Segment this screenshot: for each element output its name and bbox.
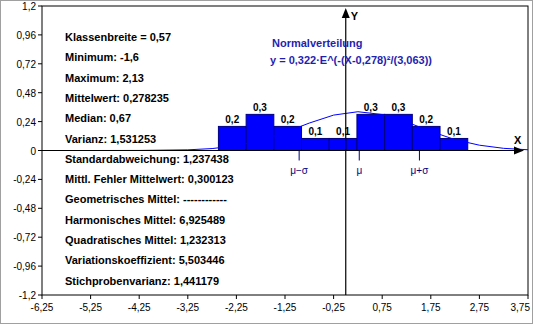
plot-frame: [42, 6, 528, 295]
y-tick: [38, 92, 42, 93]
plot-area: [42, 112, 528, 151]
x-ticks: -6,25 -5,25 -4,25 -3,25 -2,25 -1,25 -0,25 0,75 1…: [31, 295, 531, 313]
x-tick: [42, 295, 43, 299]
statistic: Minimum: -1,6: [65, 51, 139, 63]
histogram-bar: [274, 126, 302, 150]
marker-tick: [299, 151, 300, 161]
statistic: Standardabweichung: 1,237438: [65, 153, 229, 165]
statistic: Klassenbreite = 0,57: [65, 31, 171, 43]
y-tick-label: 1,2: [22, 1, 36, 12]
y-tick-label: 0,24: [17, 117, 37, 128]
y-tick: [38, 150, 42, 151]
y-tick: [38, 63, 42, 64]
data-label: 0,2: [225, 114, 239, 125]
marker-label: μ−σ: [290, 165, 309, 176]
y-axis-label: Y: [351, 10, 359, 22]
marker-tick: [419, 151, 420, 161]
x-tick: [90, 295, 91, 299]
y-ticks: 1,2 0,96 0,72 0,48 0,24 0 -0,24 -0,48 -0,72 -0,96…: [13, 1, 42, 301]
y-tick-label: 0,48: [17, 88, 37, 99]
statistic: Varianz: 1,531253: [65, 133, 156, 145]
title: Normalverteilung: [272, 37, 362, 49]
x-tick: [139, 295, 140, 299]
histogram-bar: [302, 138, 330, 150]
normal-curve: [42, 112, 528, 151]
x-tick: [479, 295, 480, 299]
x-axis-label: X: [514, 134, 522, 146]
statistic: Mittelwert: 0,278235: [65, 92, 169, 104]
x-tick: [333, 295, 334, 299]
statistic: Stichprobenvarianz: 1,441179: [65, 275, 219, 287]
y-tick: [38, 34, 42, 35]
subtitle: y = 0,322·E^(-(X-0,278)²/(3,063)): [270, 54, 432, 66]
x-tick-label: -2,25: [225, 302, 248, 313]
y-tick-label: -0,96: [13, 261, 36, 272]
y-tick-label: 0,96: [17, 30, 37, 41]
data-label: 0,1: [447, 126, 461, 137]
x-tick-label: 2,75: [470, 302, 490, 313]
x-tick-label: 3,75: [511, 302, 531, 313]
x-tick: [528, 295, 529, 299]
x-tick-label: -3,25: [176, 302, 199, 313]
x-tick: [187, 295, 188, 299]
marker-label: μ: [356, 165, 362, 176]
y-tick: [38, 208, 42, 209]
statistic: Median: 0,67: [65, 112, 131, 124]
y-tick: [38, 266, 42, 267]
y-tick-label: -0,24: [13, 174, 36, 185]
outer-border: [1, 1, 533, 324]
marker-tick: [359, 151, 360, 161]
data-label: 0,3: [392, 102, 406, 113]
y-tick: [38, 179, 42, 180]
data-label: 0,3: [253, 102, 267, 113]
data-label: 0,2: [419, 114, 433, 125]
marker-label: μ+σ: [411, 165, 430, 176]
y-tick-label: 0,72: [17, 59, 37, 70]
x-axis: [42, 150, 522, 151]
data-label: 0,3: [364, 102, 378, 113]
histogram-bar: [246, 114, 274, 150]
x-tick-label: -5,25: [79, 302, 102, 313]
data-label: 0,1: [308, 126, 322, 137]
x-tick-label: -1,25: [274, 302, 297, 313]
y-tick-label: -1,2: [19, 290, 37, 301]
y-tick: [38, 121, 42, 122]
markers: μ−σ μ μ+σ: [290, 151, 429, 176]
y-tick: [38, 295, 42, 296]
statistics: Klassenbreite = 0,57 Minimum: -1,6 Maximum…: [65, 31, 234, 287]
y-tick-label: -0,72: [13, 232, 36, 243]
statistic: Variationskoeffizient: 5,503446: [65, 254, 225, 266]
x-tick: [236, 295, 237, 299]
y-tick-label: 0: [30, 146, 36, 157]
x-tick: [382, 295, 383, 299]
x-tick-label: -6,25: [31, 302, 54, 313]
y-tick: [38, 237, 42, 238]
y-tick-label: -0,48: [13, 203, 36, 214]
statistic: Mittl. Fehler Mittelwert: 0,300123: [65, 173, 234, 185]
x-tick-label: 0,75: [372, 302, 392, 313]
chart: 1,2 0,96 0,72 0,48 0,24 0 -0,24 -0,48 -0,72 -0,96…: [0, 0, 533, 324]
data-labels: 0,2 0,3 0,2 0,1 0,1 0,3 0,3 0,2 0,1: [225, 102, 461, 137]
histogram-bar: [329, 138, 357, 150]
statistic: Maximum: 2,13: [65, 72, 144, 84]
data-label: 0,1: [336, 126, 350, 137]
x-axis-arrow: [514, 147, 524, 155]
data-label: 0,2: [281, 114, 295, 125]
x-tick: [430, 295, 431, 299]
statistic: Quadratisches Mittel: 1,232313: [65, 234, 226, 246]
histogram-bar: [440, 138, 468, 150]
x-tick: [285, 295, 286, 299]
statistic: Geometrisches Mittel: ------------: [65, 193, 227, 205]
x-tick-label: -4,25: [128, 302, 151, 313]
y-tick: [38, 6, 42, 7]
y-axis-arrow: [342, 8, 350, 18]
x-tick-label: -0,25: [322, 302, 345, 313]
statistic: Harmonisches Mittel: 6,925489: [65, 214, 225, 226]
x-tick-label: 1,75: [421, 302, 441, 313]
histogram-bar: [357, 114, 385, 150]
